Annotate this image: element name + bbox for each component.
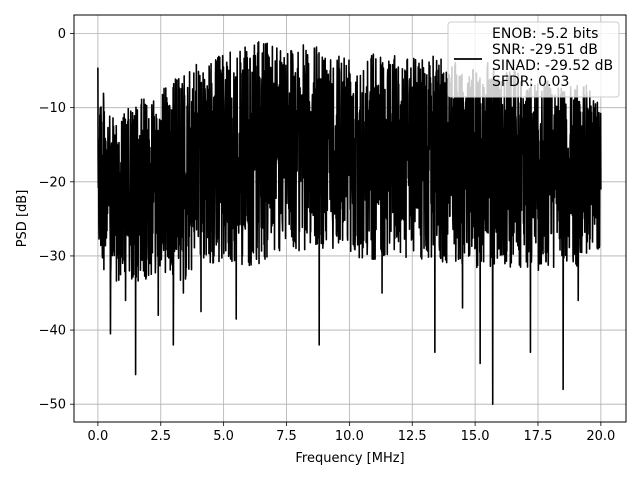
legend-text-line: SINAD: -29.52 dB	[492, 58, 613, 74]
y-tick-label: −20	[39, 175, 66, 190]
y-tick-label: 0	[58, 27, 66, 42]
y-tick-label: −10	[39, 101, 66, 116]
y-tick-label: −50	[39, 398, 66, 413]
x-tick-label: 7.5	[276, 429, 297, 444]
axes-frame	[73, 14, 627, 423]
y-tick-label: −30	[39, 249, 66, 264]
y-axis-label: PSD [dB]	[15, 190, 30, 248]
legend-text-line: SFDR: 0.03	[492, 74, 569, 90]
legend-text-line: SNR: -29.51 dB	[492, 42, 598, 58]
x-tick-label: 0.0	[88, 429, 109, 444]
x-axis-label: Frequency [MHz]	[295, 451, 404, 466]
x-tick-label: 12.5	[398, 429, 427, 444]
legend-text-line: ENOB: -5.2 bits	[492, 26, 598, 42]
legend-box	[447, 21, 620, 98]
psd-series-line	[97, 41, 602, 406]
x-tick-label: 15.0	[461, 429, 490, 444]
x-tick-label: 10.0	[335, 429, 364, 444]
x-tick-label: 2.5	[150, 429, 171, 444]
axis-ticks: 0.0 2.5 5.0 7.5 10.0 12.5 15.0 17.5 20.0 0 −10 −20 −…	[39, 27, 616, 444]
x-tick-label: 20.0	[586, 429, 615, 444]
y-tick-label: −40	[39, 324, 66, 339]
plot-area	[97, 41, 602, 406]
x-tick-label: 17.5	[524, 429, 553, 444]
x-tick-label: 5.0	[213, 429, 234, 444]
